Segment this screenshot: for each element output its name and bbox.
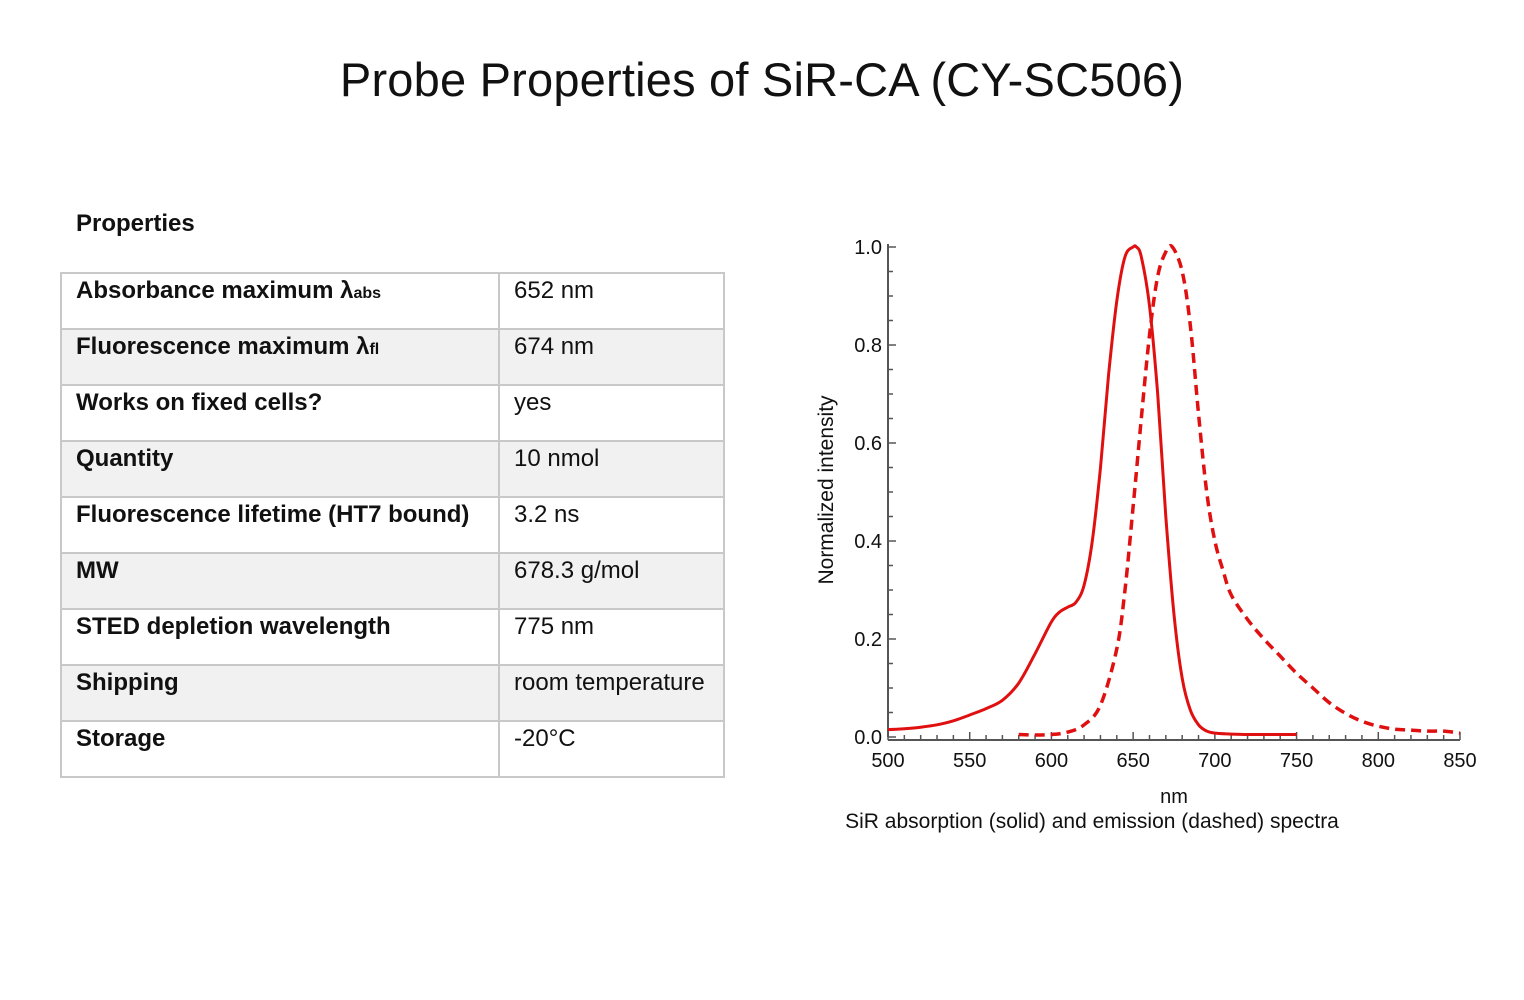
- table-row: Fluorescence maximum λfl 674 nm: [60, 328, 725, 386]
- property-label-subscript: fl: [369, 341, 380, 358]
- table-row: Shipping room temperature: [60, 664, 725, 722]
- property-label-text: MW: [76, 557, 119, 584]
- property-value: 678.3 g/mol: [498, 552, 725, 610]
- properties-heading: Properties: [76, 210, 195, 237]
- chart-caption: SiR absorption (solid) and emission (das…: [845, 810, 1339, 833]
- emission-curve: [1018, 243, 1461, 737]
- property-label: STED depletion wavelength: [60, 608, 500, 666]
- properties-table: Absorbance maximum λabs 652 nm Fluorescenc…: [60, 272, 725, 778]
- property-label-text: Shipping: [76, 669, 179, 696]
- x-axis-label: nm: [1160, 786, 1188, 808]
- property-label-text: Fluorescence lifetime (HT7 bound): [76, 501, 470, 528]
- property-value: -20°C: [498, 720, 725, 778]
- property-label: Storage: [60, 720, 500, 778]
- table-row: Works on fixed cells? yes: [60, 384, 725, 442]
- property-label: Shipping: [60, 664, 500, 722]
- chart-axes: [887, 244, 1460, 741]
- y-tick-label: 0.0: [854, 727, 882, 749]
- y-tick-label: 0.8: [854, 335, 882, 357]
- property-value: room temperature: [498, 664, 725, 722]
- page-title: Probe Properties of SiR-CA (CY-SC506): [339, 53, 1185, 106]
- property-value: 3.2 ns: [498, 496, 725, 554]
- property-label-subscript: abs: [353, 285, 382, 302]
- x-tick-label: 650: [1116, 750, 1149, 772]
- property-value: 652 nm: [498, 272, 725, 330]
- property-label: MW: [60, 552, 500, 610]
- y-tick-label: 0.4: [854, 531, 882, 553]
- property-label: Absorbance maximum λabs: [60, 272, 500, 330]
- y-tick-label: 0.2: [854, 629, 882, 651]
- y-tick-label: 0.6: [854, 433, 882, 455]
- property-label-text: Absorbance maximum λ: [76, 277, 354, 304]
- x-tick-label: 850: [1443, 750, 1476, 772]
- property-label-text: Quantity: [76, 445, 174, 472]
- table-row: Fluorescence lifetime (HT7 bound) 3.2 ns: [60, 496, 725, 554]
- property-label-text: Storage: [76, 725, 166, 752]
- x-tick-label: 500: [871, 750, 904, 772]
- property-value: 10 nmol: [498, 440, 725, 498]
- chart-ticks: 0.0 0.2 0.4 0.6 0.8 1.0 500 550 600 650 700 750 800 8…: [854, 237, 1477, 772]
- table-row: Absorbance maximum λabs 652 nm: [60, 272, 725, 330]
- property-label-text: Works on fixed cells?: [76, 389, 323, 416]
- x-tick-label: 700: [1198, 750, 1231, 772]
- table-row: MW 678.3 g/mol: [60, 552, 725, 610]
- table-row: STED depletion wavelength 775 nm: [60, 608, 725, 666]
- y-axis-label: Normalized intensity: [815, 395, 838, 585]
- property-value: 674 nm: [498, 328, 725, 386]
- property-value: yes: [498, 384, 725, 442]
- table-row: Storage -20°C: [60, 720, 725, 778]
- property-label: Fluorescence maximum λfl: [60, 328, 500, 386]
- y-tick-label: 1.0: [854, 237, 882, 259]
- x-tick-label: 600: [1035, 750, 1068, 772]
- table-row: Quantity 10 nmol: [60, 440, 725, 498]
- property-label: Fluorescence lifetime (HT7 bound): [60, 496, 500, 554]
- x-tick-label: 550: [953, 750, 986, 772]
- absorption-curve: [887, 244, 1297, 737]
- x-tick-label: 800: [1362, 750, 1395, 772]
- x-tick-label: 750: [1280, 750, 1313, 772]
- property-label: Quantity: [60, 440, 500, 498]
- property-label-text: STED depletion wavelength: [76, 613, 391, 640]
- property-label: Works on fixed cells?: [60, 384, 500, 442]
- property-label-text: Fluorescence maximum λ: [76, 333, 370, 360]
- property-value: 775 nm: [498, 608, 725, 666]
